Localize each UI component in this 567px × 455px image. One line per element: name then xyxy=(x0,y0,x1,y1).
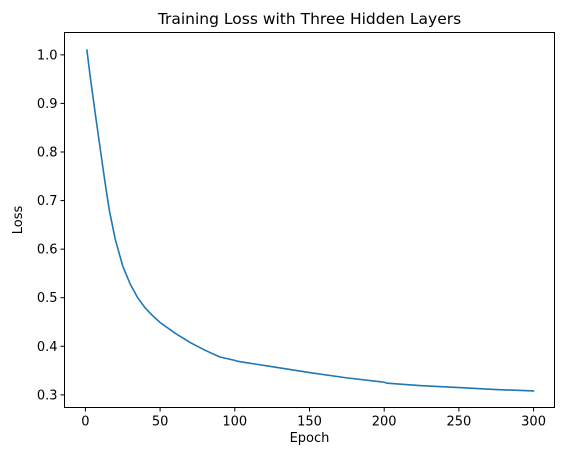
x-tick-label: 250 xyxy=(446,415,471,430)
y-tick-label: 0.5 xyxy=(37,291,58,306)
y-tick-label: 0.3 xyxy=(37,388,58,403)
x-tick-label: 50 xyxy=(152,415,169,430)
x-axis: 0 50 100 150 200 250 300 xyxy=(81,407,546,430)
y-tick-label: 0.6 xyxy=(37,243,58,258)
loss-series-line xyxy=(86,49,535,392)
y-tick-label: 0.9 xyxy=(37,97,58,112)
x-tick-label: 150 xyxy=(297,415,322,430)
y-tick-label: 1.0 xyxy=(37,48,58,63)
y-tick-label: 0.4 xyxy=(37,340,58,355)
y-tick-label: 0.8 xyxy=(37,145,58,160)
x-tick-label: 100 xyxy=(222,415,247,430)
x-tick-label: 200 xyxy=(372,415,397,430)
chart-title: Training Loss with Three Hidden Layers xyxy=(157,10,461,28)
x-tick-label: 300 xyxy=(521,415,546,430)
x-tick-label: 0 xyxy=(81,415,89,430)
y-axis: 0.3 0.4 0.5 0.6 0.7 0.8 0.9 1.0 xyxy=(37,48,65,403)
x-axis-label: Epoch xyxy=(290,431,330,446)
y-axis-label: Loss xyxy=(11,206,26,235)
y-tick-label: 0.7 xyxy=(37,194,58,209)
